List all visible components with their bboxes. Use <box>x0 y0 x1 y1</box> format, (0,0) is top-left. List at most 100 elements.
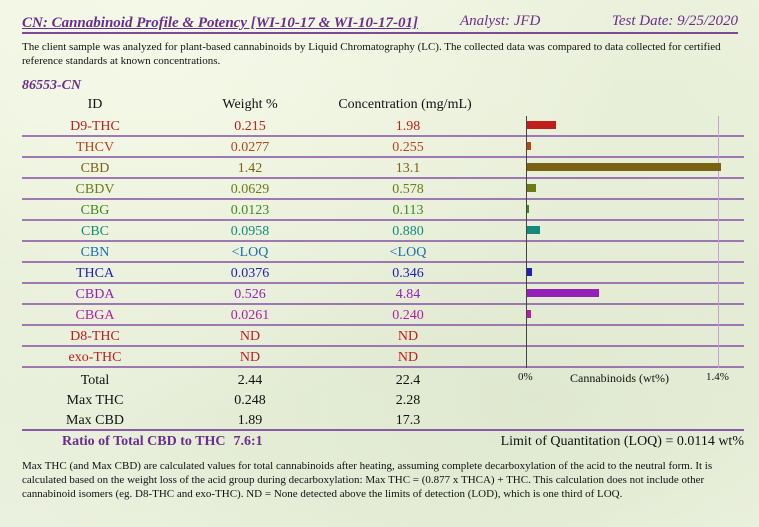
concentration: 1.98 <box>395 119 421 134</box>
concentration: ND <box>397 329 419 344</box>
chart-axis-label: Cannabinoids (wt%) <box>570 371 669 385</box>
summary-concentration: 17.3 <box>395 413 421 428</box>
summary-row: Total 2.44 22.4 <box>22 370 522 390</box>
weight-percent: 0.0123 <box>230 203 270 218</box>
row-divider <box>22 303 744 305</box>
weight-percent: 0.0261 <box>230 308 270 323</box>
row-divider <box>22 240 744 242</box>
weight-percent: 0.0376 <box>230 266 270 281</box>
summary-label: Total <box>80 373 110 388</box>
report-title: CN: Cannabinoid Profile & Potency [WI-10… <box>22 15 418 31</box>
row-divider <box>22 177 744 179</box>
bar-cbda <box>527 289 599 297</box>
cannabinoid-id: CBGA <box>75 308 115 323</box>
summary-concentration: 2.28 <box>395 393 421 408</box>
concentration: 13.1 <box>395 161 421 176</box>
row-divider <box>22 219 744 221</box>
section-divider <box>22 429 744 431</box>
row-divider <box>22 135 744 137</box>
table-row: exo-THC ND ND <box>22 347 522 368</box>
weight-percent: ND <box>239 329 261 344</box>
bar-d9-thc <box>527 121 556 129</box>
cannabinoid-id: CBDV <box>75 182 115 197</box>
analyst-label: Analyst: JFD <box>460 13 541 29</box>
row-divider <box>22 324 744 326</box>
row-divider <box>22 345 744 347</box>
concentration: <LOQ <box>389 245 427 260</box>
cannabinoid-id: exo-THC <box>68 350 122 365</box>
row-divider <box>22 282 744 284</box>
weight-percent: 0.0277 <box>230 140 270 155</box>
weight-percent: 0.0629 <box>230 182 270 197</box>
summary-weight: 2.44 <box>237 373 263 388</box>
column-header-weight: Weight % <box>222 97 278 112</box>
cannabinoid-id: CBN <box>80 245 110 260</box>
bar-thca <box>527 268 532 276</box>
table-row: CBDA 0.526 4.84 <box>22 284 522 305</box>
cannabinoid-id: D9-THC <box>70 119 120 134</box>
chart-baseline <box>526 116 527 368</box>
table-row: D8-THC ND ND <box>22 326 522 347</box>
column-header-concentration: Concentration (mg/mL) <box>338 97 472 112</box>
weight-percent: 0.526 <box>234 287 266 302</box>
row-divider <box>22 261 744 263</box>
table-row: D9-THC 0.215 1.98 <box>22 116 522 137</box>
concentration: 0.346 <box>392 266 424 281</box>
ratio-label: Ratio of Total CBD to THC <box>62 434 226 449</box>
concentration: ND <box>397 350 419 365</box>
weight-percent: 1.42 <box>237 161 263 176</box>
test-date-label: Test Date: 9/25/2020 <box>611 13 738 29</box>
summary-label: Max CBD <box>66 413 124 428</box>
summary-row: Max THC 0.248 2.28 <box>22 390 522 410</box>
method-description: The client sample was analyzed for plant… <box>22 41 721 67</box>
concentration: 0.240 <box>392 308 424 323</box>
cannabinoid-id: CBC <box>80 224 109 239</box>
column-header-id: ID <box>87 97 103 112</box>
footnote: Max THC (and Max CBD) are calculated val… <box>22 460 713 500</box>
cannabinoid-id: THCV <box>75 140 115 155</box>
concentration: 0.880 <box>392 224 424 239</box>
row-divider <box>22 366 744 368</box>
cannabinoid-id: D8-THC <box>70 329 120 344</box>
cannabinoid-id: CBD <box>80 161 110 176</box>
summary-weight: 1.89 <box>237 413 263 428</box>
summary-weight: 0.248 <box>234 393 266 408</box>
bar-cbga <box>527 310 531 318</box>
table-row: CBC 0.0958 0.880 <box>22 221 522 242</box>
row-divider <box>22 156 744 158</box>
table-row: CBN <LOQ <LOQ <box>22 242 522 263</box>
bar-cbdv <box>527 184 536 192</box>
cannabinoid-id: CBDA <box>75 287 115 302</box>
table-row: CBD 1.42 13.1 <box>22 158 522 179</box>
table-row: THCV 0.0277 0.255 <box>22 137 522 158</box>
bar-cbd <box>527 163 721 171</box>
table-row: CBDV 0.0629 0.578 <box>22 179 522 200</box>
cannabinoid-id: THCA <box>75 266 115 281</box>
table-row: CBGA 0.0261 0.240 <box>22 305 522 326</box>
weight-percent: 0.215 <box>234 119 266 134</box>
chart-axis-max: 1.4% <box>706 371 729 383</box>
cbd-thc-ratio: Ratio of Total CBD to THC 7.6:1 <box>62 434 263 450</box>
concentration: 0.578 <box>392 182 424 197</box>
row-divider <box>22 198 744 200</box>
bar-cbg <box>527 205 529 213</box>
summary-row: Max CBD 1.89 17.3 <box>22 410 522 430</box>
chart-axis-min: 0% <box>518 371 533 383</box>
table-row: THCA 0.0376 0.346 <box>22 263 522 284</box>
weight-percent: 0.0958 <box>230 224 270 239</box>
summary-label: Max THC <box>66 393 124 408</box>
cannabinoid-id: CBG <box>80 203 110 218</box>
weight-percent: ND <box>239 350 261 365</box>
concentration: 4.84 <box>395 287 421 302</box>
summary-concentration: 22.4 <box>395 373 421 388</box>
chart-max-line <box>718 116 719 368</box>
ratio-value: 7.6:1 <box>233 434 263 449</box>
bar-cbc <box>527 226 540 234</box>
sample-id: 86553-CN <box>22 78 82 93</box>
table-row: CBG 0.0123 0.113 <box>22 200 522 221</box>
report-header: CN: Cannabinoid Profile & Potency [WI-10… <box>22 12 738 34</box>
concentration: 0.113 <box>392 203 424 218</box>
loq-statement: Limit of Quantitation (LOQ) = 0.0114 wt% <box>500 434 744 449</box>
bar-thcv <box>527 142 531 150</box>
weight-percent: <LOQ <box>231 245 269 260</box>
